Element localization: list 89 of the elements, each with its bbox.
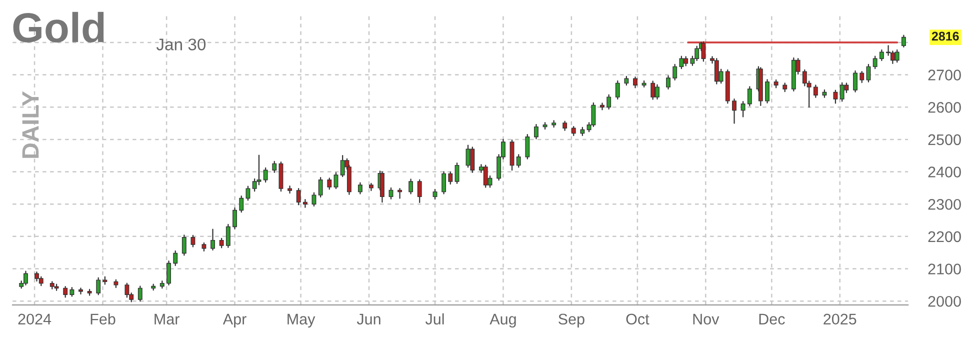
candlestick	[633, 76, 638, 88]
candlestick	[190, 234, 196, 248]
y-tick-label: 2000	[928, 296, 961, 307]
y-tick-label: 2700	[928, 70, 961, 80]
candlestick	[894, 49, 900, 63]
candlestick	[679, 56, 684, 70]
chart-title: Gold	[13, 12, 104, 43]
x-tick-label: Dec	[759, 314, 785, 325]
candlestick	[408, 178, 414, 194]
candlestick	[765, 79, 770, 104]
candlestick	[813, 84, 818, 98]
x-tick-label: Nov	[693, 314, 720, 325]
candlestick	[666, 75, 670, 90]
candlestick	[296, 188, 301, 206]
candlestick	[853, 70, 858, 92]
candlestick	[432, 189, 438, 200]
y-tick-label: 2500	[928, 134, 961, 146]
x-tick-label: Oct	[626, 314, 650, 325]
candlestick	[740, 101, 746, 118]
x-tick-label: Sep	[558, 314, 584, 328]
candlestick	[448, 172, 453, 185]
candlestick	[388, 187, 394, 200]
candlestick	[747, 86, 752, 106]
candlestick	[124, 282, 130, 298]
x-tick-label: Aug	[490, 314, 516, 328]
candlestick	[470, 146, 475, 173]
candlestick	[454, 162, 460, 184]
candlestick	[398, 188, 402, 199]
candlestick	[872, 56, 878, 70]
annotation: 2816	[932, 32, 959, 41]
y-tick-label: 2200	[928, 231, 961, 242]
candlestick	[334, 172, 338, 190]
candlestick	[138, 286, 142, 302]
candlestick	[606, 94, 612, 110]
y-tick-label: 2100	[928, 264, 961, 274]
candlestick	[650, 80, 656, 100]
candlestick	[96, 277, 101, 296]
candlestick	[866, 64, 871, 82]
candlestick	[182, 234, 186, 256]
x-tick-label: 2025	[824, 314, 856, 325]
candlestick	[239, 195, 244, 213]
candlestick	[263, 167, 268, 183]
candlestick	[672, 64, 678, 81]
candlestick	[232, 207, 237, 230]
candlestick	[327, 178, 332, 190]
candlestick	[246, 186, 250, 201]
x-tick-label: May	[288, 314, 316, 328]
candlestick	[525, 134, 530, 160]
candlestick	[166, 260, 171, 286]
candlestick	[340, 155, 345, 178]
candlestick	[272, 160, 277, 173]
candlestick	[173, 250, 178, 266]
x-tick-label: Apr	[222, 314, 246, 328]
candlestick	[226, 224, 230, 248]
candlestick	[840, 82, 844, 102]
y-tick-label: 2600	[928, 102, 961, 113]
candlestick	[442, 171, 446, 194]
candlestick	[534, 124, 538, 140]
candlestick	[417, 179, 422, 204]
text: Jan 30	[156, 38, 206, 50]
candlestick	[571, 126, 576, 136]
x-tick-label: Feb	[90, 313, 116, 325]
candlestick	[256, 154, 262, 186]
x-tick-label: Mar	[154, 314, 180, 325]
annotation: DAILY	[22, 91, 39, 158]
candlestick	[732, 98, 736, 124]
candlestick	[219, 238, 224, 248]
candlestick	[318, 177, 323, 198]
candlestick	[510, 140, 514, 171]
candlestick	[210, 228, 215, 251]
candlestick	[483, 164, 488, 188]
candlestick	[833, 90, 838, 104]
candlestick	[312, 192, 316, 207]
candlestick	[63, 286, 68, 298]
candlestick	[879, 49, 884, 62]
y-tick-label: 2300	[928, 198, 961, 210]
candlestick	[380, 171, 384, 203]
candlestick	[615, 80, 620, 100]
x-tick-label: Jul	[425, 313, 444, 325]
candlestick	[516, 154, 521, 168]
candlestick	[860, 70, 864, 84]
y-tick-label: 2400	[928, 166, 961, 178]
x-tick-label: 2024	[18, 314, 52, 325]
candlestick	[901, 34, 906, 48]
candlestick	[78, 288, 83, 295]
candlestick	[562, 120, 568, 131]
x-tick-label: Jun	[356, 314, 380, 325]
candlestick	[600, 102, 604, 110]
candlestick	[358, 182, 362, 194]
